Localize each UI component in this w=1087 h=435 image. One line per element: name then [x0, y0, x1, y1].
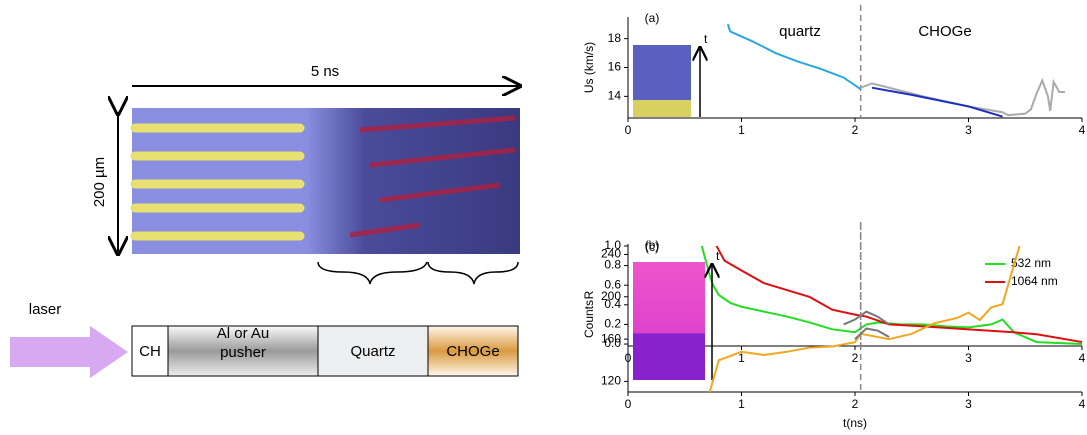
x-tick-label: 0	[625, 123, 632, 137]
layer-label: Quartz	[350, 343, 395, 360]
x-tick-label: 4	[1079, 397, 1086, 411]
y-tick-label: 120	[601, 374, 621, 388]
x-tick-label: 2	[852, 397, 859, 411]
legend-label: 1064 nm	[1011, 274, 1058, 288]
streak-red	[349, 115, 516, 238]
data-line	[708, 245, 1021, 393]
layer-label: Al or Au	[217, 325, 270, 342]
inset-label: t	[716, 249, 720, 263]
x-tick-label: 1	[738, 123, 745, 137]
inset-image	[633, 100, 691, 117]
annotation: quartz	[779, 23, 821, 40]
streak-stripes	[130, 123, 305, 241]
y-tick-label: 0.4	[604, 297, 621, 311]
size-label: 200 µm	[91, 157, 108, 207]
laser-arrow	[10, 326, 128, 378]
data-line	[843, 310, 890, 326]
layer-choge	[427, 325, 519, 377]
panel: 0 1 2 3 4 120 160 200 240 Counts t(ns) (c) t	[582, 224, 1086, 430]
braces	[317, 261, 519, 285]
data-line	[871, 86, 1003, 118]
y-tick-label: 14	[608, 89, 622, 103]
y-tick-label: 0.6	[604, 277, 621, 291]
annotation: CHOGe	[918, 23, 971, 40]
layer-label: pusher	[220, 344, 266, 361]
y-tick-label: 160	[601, 331, 621, 345]
inset-label: t	[704, 32, 708, 46]
y-axis-label: R	[582, 290, 596, 299]
y-tick-label: 0.0	[604, 336, 621, 350]
data-line	[854, 327, 890, 340]
y-tick-label: 18	[608, 31, 622, 45]
x-tick-label: 3	[965, 123, 972, 137]
x-tick-label: 4	[1079, 351, 1086, 365]
layer-label: Al or Au pusher	[217, 325, 270, 361]
y-tick-label: 240	[601, 247, 621, 261]
inset-image	[633, 262, 705, 380]
y-tick-label: 0.8	[604, 258, 621, 272]
time-label: 5 ns	[311, 63, 339, 80]
streak-diagram: 5 ns 200 µm laser CH Al or Au pusher Quar…	[10, 63, 520, 378]
x-tick-label: 1	[738, 351, 745, 365]
layer-label: CH	[139, 343, 161, 360]
layer-label: CHOGe	[446, 343, 499, 360]
x-tick-label: 1	[738, 397, 745, 411]
x-tick-label: 3	[965, 351, 972, 365]
y-tick-label: 1.0	[604, 238, 621, 252]
x-tick-label: 2	[852, 351, 859, 365]
panel-label: (b)	[645, 238, 660, 252]
y-axis-label: Us (km/s)	[582, 42, 596, 93]
y-axis-label: Counts	[582, 300, 596, 338]
y-tick-label: 200	[601, 289, 621, 303]
x-tick-label: 3	[965, 397, 972, 411]
data-line	[726, 23, 862, 90]
panel: 0 1 2 3 4 14 16 18 Us (km/s) (a) quartz CHOGe t	[582, 5, 1086, 137]
x-tick-label: 2	[852, 123, 859, 137]
y-tick-label: 0.2	[604, 317, 621, 331]
panel-label: (a)	[645, 11, 660, 25]
legend-label: 532 nm	[1011, 256, 1051, 270]
x-axis-label: t(ns)	[843, 416, 867, 430]
y-tick-label: 16	[608, 60, 622, 74]
layer-quartz	[317, 325, 429, 377]
x-tick-label: 4	[1079, 123, 1086, 137]
x-tick-label: 0	[625, 397, 632, 411]
laser-label: laser	[29, 301, 62, 318]
panel-label: (c)	[645, 240, 659, 254]
data-line	[860, 77, 1065, 117]
